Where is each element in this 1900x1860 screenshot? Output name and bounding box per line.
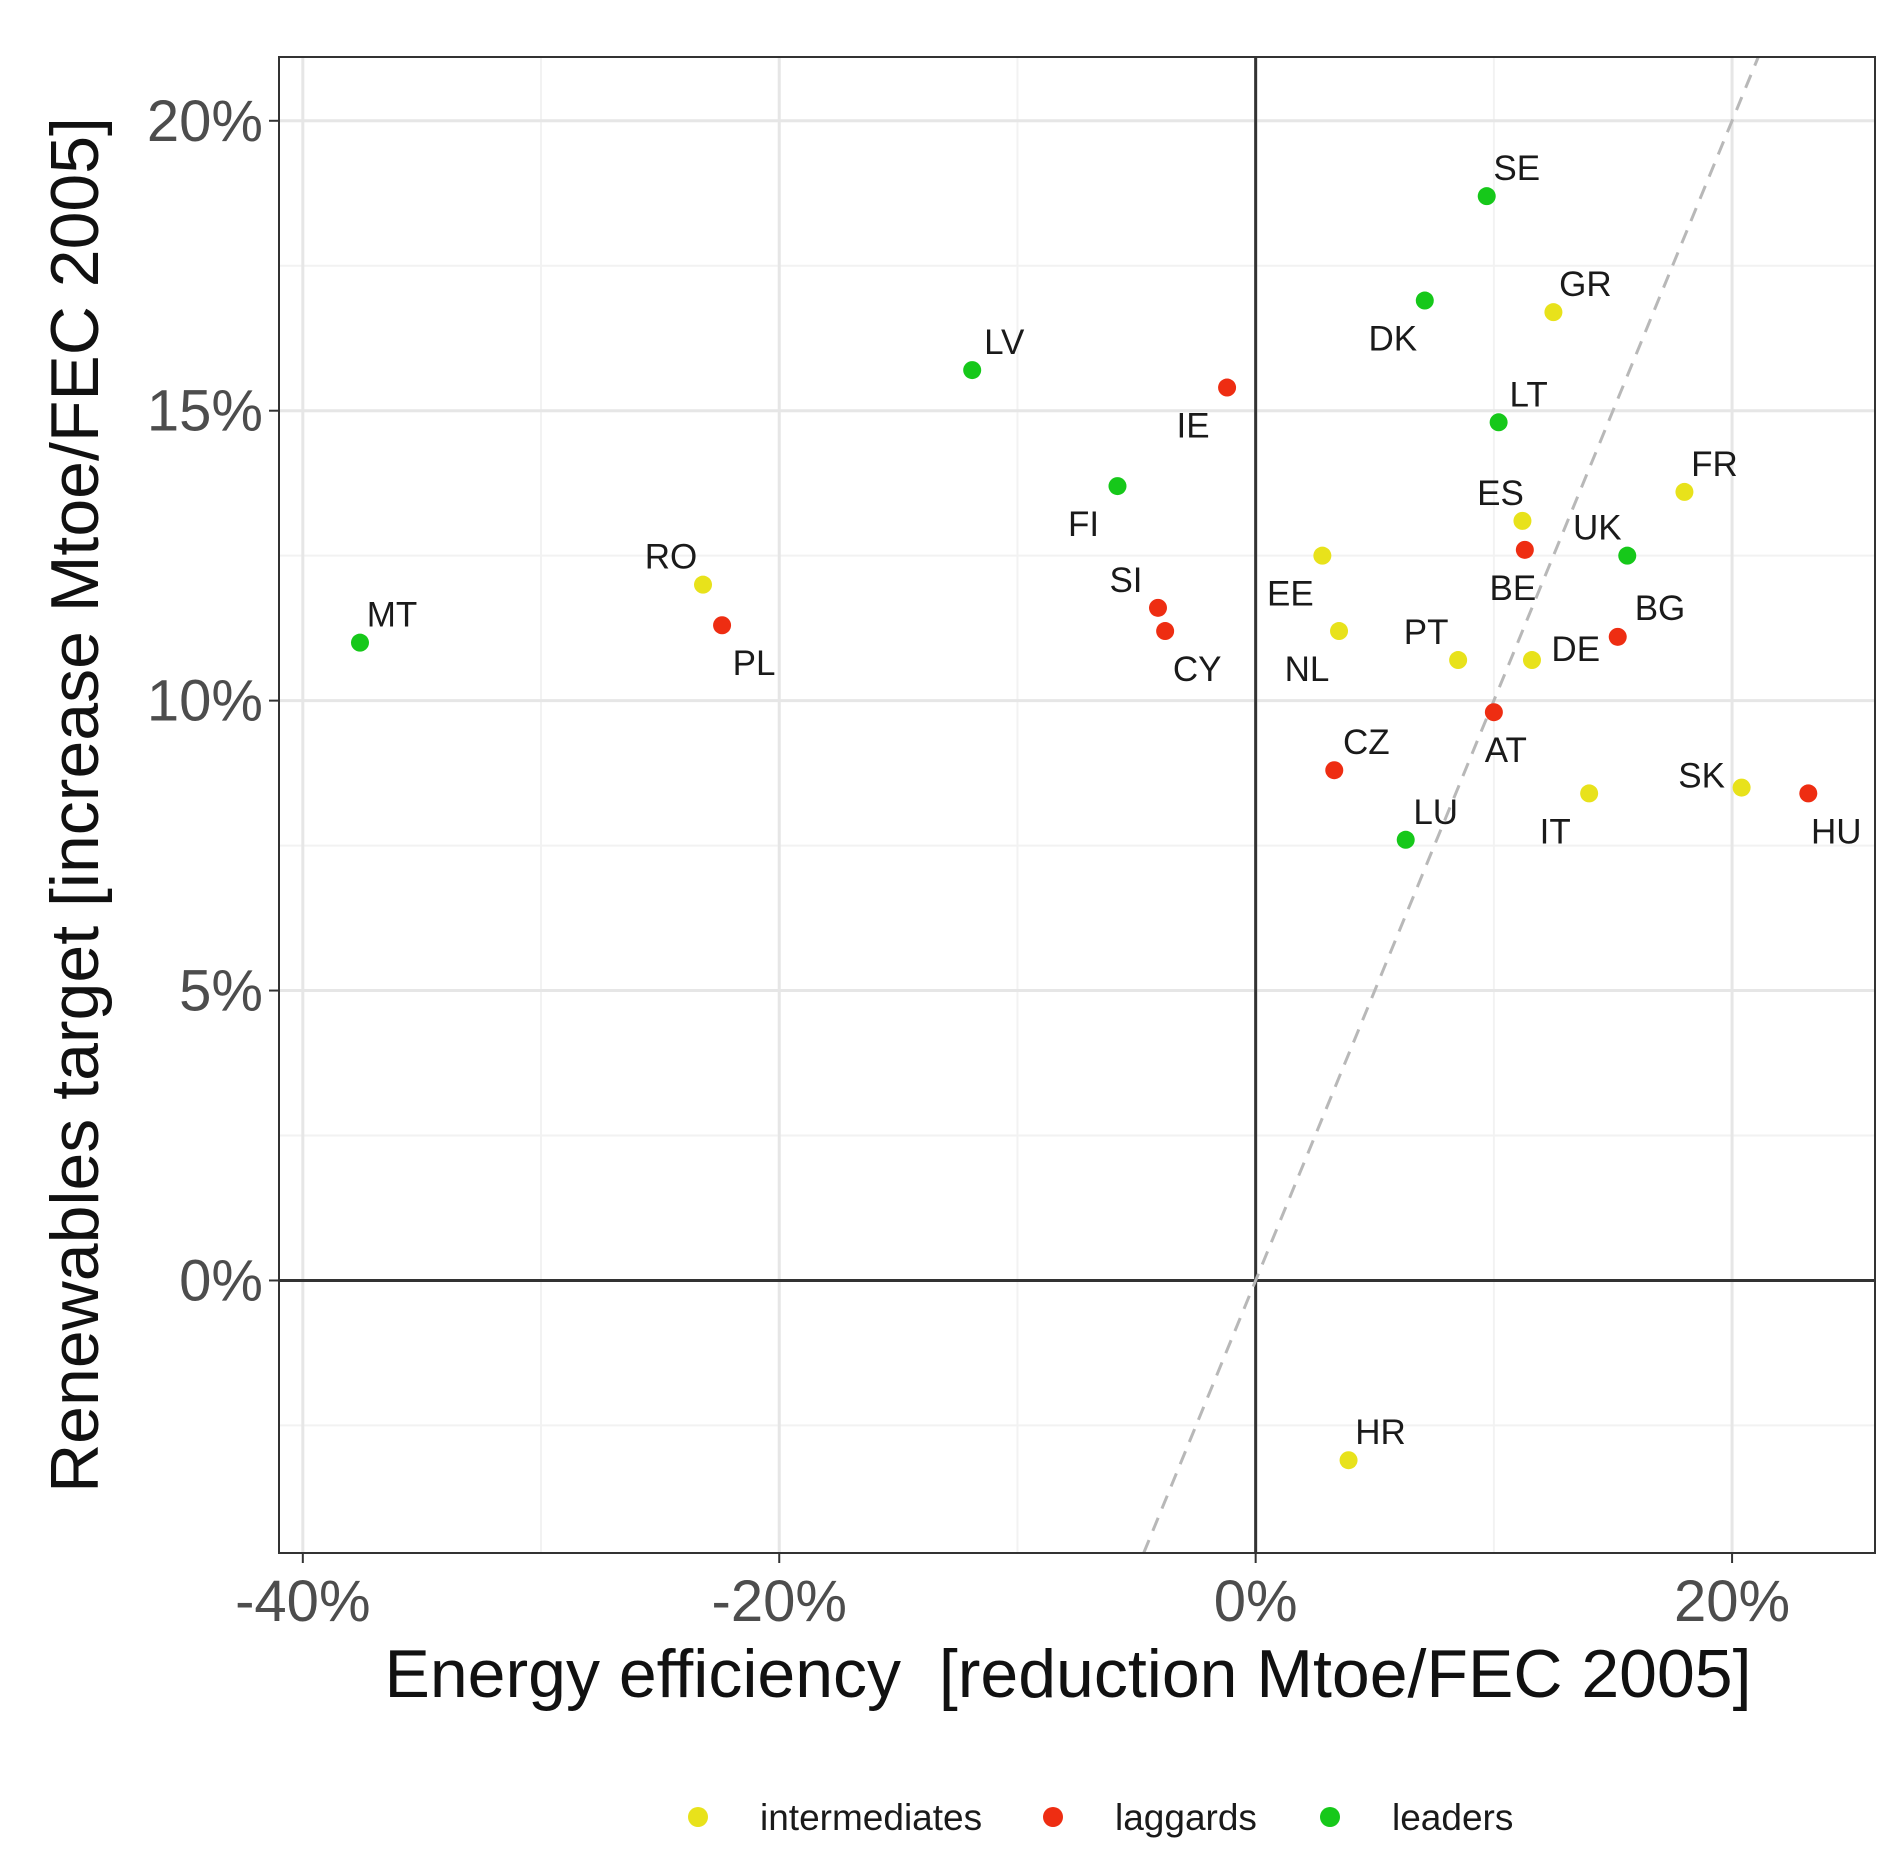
point-label-hr: HR (1355, 1413, 1406, 1452)
point-fi (1108, 477, 1127, 496)
point-cz (1325, 761, 1344, 780)
point-gr (1544, 303, 1563, 322)
point-label-ee: EE (1267, 575, 1314, 614)
point-label-pl: PL (733, 644, 776, 683)
point-label-si: SI (1109, 561, 1142, 600)
point-pl (713, 616, 732, 635)
point-nl (1330, 622, 1349, 641)
x-tick-label: 0% (1214, 1569, 1298, 1634)
legend-label-laggards: laggards (1115, 1797, 1257, 1838)
point-label-lv: LV (984, 323, 1025, 362)
point-label-es: ES (1477, 474, 1524, 513)
point-lu (1396, 830, 1415, 849)
point-label-hu: HU (1811, 812, 1862, 851)
point-label-fr: FR (1691, 445, 1738, 484)
point-dk (1415, 291, 1434, 310)
point-label-dk: DK (1368, 320, 1417, 359)
point-label-be: BE (1489, 569, 1536, 608)
point-label-lu: LU (1413, 793, 1458, 832)
x-tick-label: 20% (1674, 1569, 1790, 1634)
point-lv (963, 361, 982, 380)
y-tick-label: 20% (147, 89, 263, 154)
trend-line-dashed (1142, 56, 1760, 1554)
point-sk (1732, 778, 1751, 797)
point-mt (350, 633, 369, 652)
point-labels: SE GR DK LV IE LT FR FI ES UK BE EE RO SI PL MT CY NL DE PT… (367, 149, 1862, 1452)
point-label-bg: BG (1635, 589, 1686, 628)
point-si (1148, 598, 1167, 617)
y-axis-ticks: 0% 5% 10% 15% 20% (147, 89, 279, 1313)
point-label-ie: IE (1177, 407, 1210, 446)
point-de (1608, 627, 1627, 646)
x-tick-label: -40% (235, 1569, 370, 1634)
point-lt (1489, 413, 1508, 432)
point-hr (1339, 1451, 1358, 1470)
point-label-at: AT (1485, 731, 1527, 770)
point-label-ro: RO (645, 538, 698, 577)
grid-major (279, 57, 1875, 1553)
point-label-it: IT (1540, 812, 1571, 851)
y-tick-label: 10% (147, 669, 263, 734)
point-label-fi: FI (1068, 505, 1099, 544)
point-it (1580, 784, 1599, 803)
trend-line (1142, 56, 1760, 1554)
point-pt (1449, 651, 1468, 670)
legend-label-intermediates: intermediates (760, 1797, 982, 1838)
point-ee (1313, 546, 1332, 565)
y-axis-title: Renewables target [increase Mtoe/FEC 200… (37, 117, 113, 1493)
point-ie (1218, 378, 1237, 397)
panel-border (278, 56, 1876, 1554)
data-points (350, 187, 1818, 1470)
y-tick-label: 5% (179, 959, 263, 1024)
point-es (1513, 511, 1532, 530)
y-tick-label: 0% (179, 1248, 263, 1313)
point-label-cz: CZ (1343, 723, 1390, 762)
point-ro (694, 575, 713, 594)
legend-label-leaders: leaders (1392, 1797, 1513, 1838)
legend-key-laggards (1043, 1807, 1063, 1827)
point-be (1515, 540, 1534, 559)
point-fr (1675, 482, 1694, 501)
point-uk (1618, 546, 1637, 565)
reference-lines (279, 57, 1875, 1553)
point-label-se: SE (1493, 149, 1540, 188)
point-se (1477, 187, 1496, 206)
point-at (1484, 703, 1503, 722)
x-tick-label: -20% (712, 1569, 847, 1634)
point-cy (1156, 622, 1175, 641)
grid-minor (279, 57, 1875, 1553)
point-hu (1799, 784, 1818, 803)
point-label-cy: CY (1173, 650, 1222, 689)
y-tick-label: 15% (147, 379, 263, 444)
point-label-uk: UK (1573, 509, 1622, 548)
point-label-mt: MT (367, 596, 418, 635)
point-label-gr: GR (1559, 265, 1612, 304)
x-axis-title: Energy efficiency [reduction Mtoe/FEC 20… (384, 1636, 1751, 1712)
point-label-nl: NL (1285, 650, 1330, 689)
point-label-lt: LT (1510, 375, 1548, 414)
x-axis-ticks: -40% -20% 0% 20% (235, 1553, 1790, 1634)
point-bg (1522, 651, 1541, 670)
legend-key-intermediates (688, 1807, 708, 1827)
legend: intermediates laggards leaders (688, 1797, 1513, 1838)
point-label-de: DE (1551, 630, 1600, 669)
legend-key-leaders (1320, 1807, 1340, 1827)
point-label-sk: SK (1678, 757, 1725, 796)
point-label-pt: PT (1404, 613, 1449, 652)
